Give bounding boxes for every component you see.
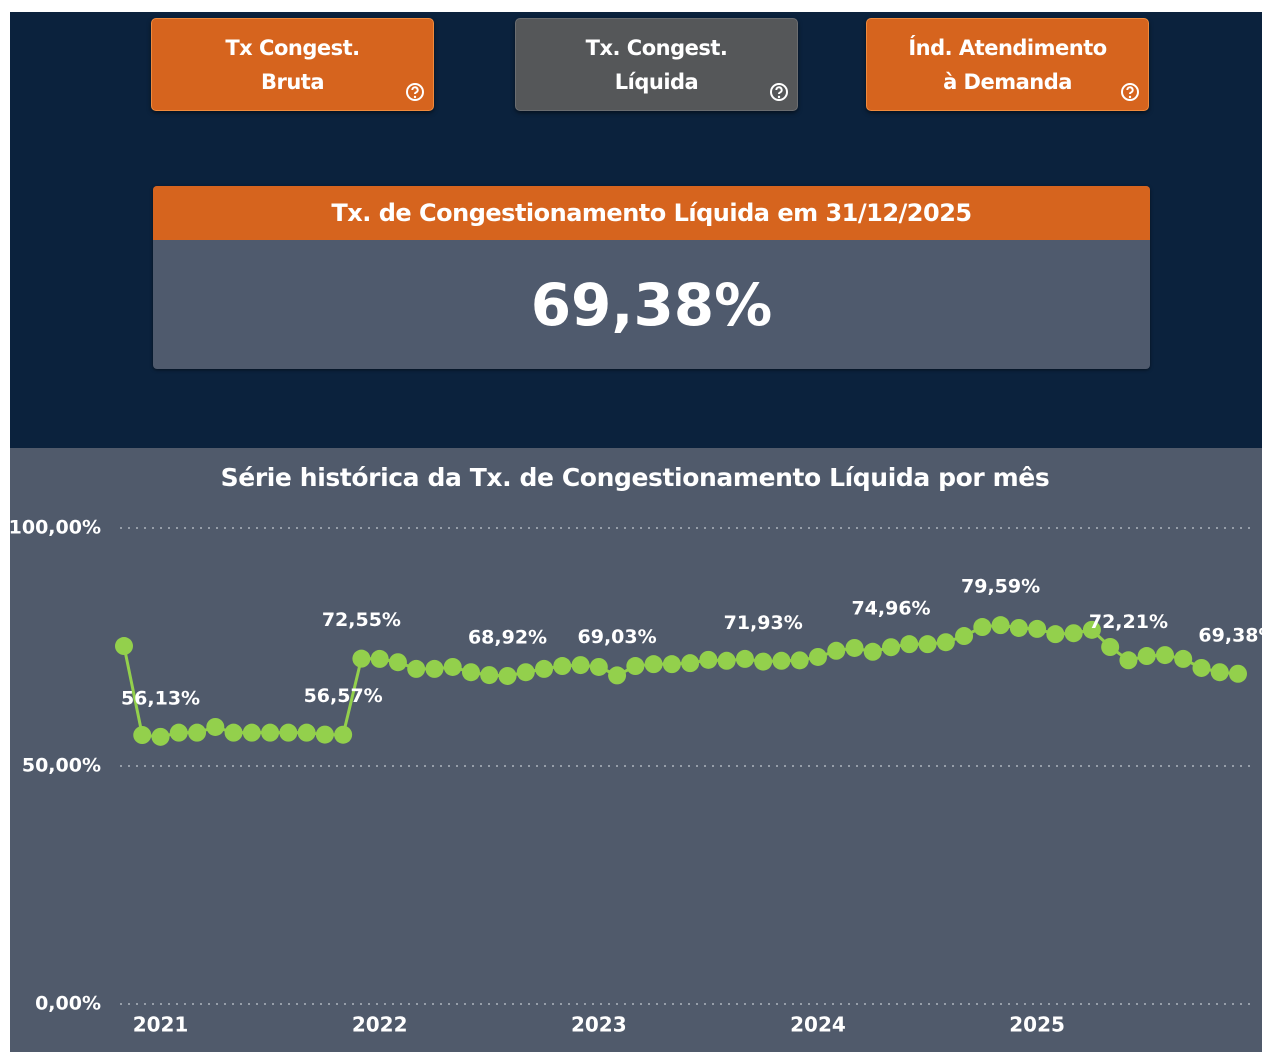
data-point — [772, 651, 791, 670]
data-label: 79,59% — [961, 576, 1040, 598]
data-label: 68,92% — [468, 626, 547, 648]
data-point — [334, 725, 353, 744]
y-tick-label: 50,00% — [22, 755, 101, 777]
data-point — [242, 723, 261, 742]
header-panel: Tx Congest. Bruta Tx. Congest. Líquida Índ… — [10, 12, 1262, 448]
tab-label: Tx Congest. Bruta — [225, 35, 360, 94]
x-tick-label: 2025 — [1009, 1013, 1065, 1037]
data-point — [370, 649, 389, 668]
kpi-title: Tx. de Congestionamento Líquida em 31/12… — [153, 186, 1150, 240]
help-icon[interactable] — [405, 82, 425, 102]
data-point — [1046, 625, 1065, 644]
tab-label: Índ. Atendimento à Demanda — [908, 35, 1107, 94]
data-point — [297, 723, 316, 742]
data-point — [352, 649, 371, 668]
data-point — [626, 657, 645, 676]
chart-panel: Série histórica da Tx. de Congestionamen… — [9, 448, 1267, 1052]
data-point — [133, 726, 152, 745]
data-label: 72,21% — [1089, 611, 1168, 633]
data-point — [808, 647, 827, 666]
data-point — [1101, 638, 1120, 656]
data-point — [1174, 649, 1193, 668]
data-point — [863, 642, 882, 661]
tab-label: Tx. Congest. Líquida — [585, 35, 728, 94]
data-point — [315, 725, 334, 744]
data-point — [845, 638, 864, 657]
tab-button[interactable]: Tx Congest. Bruta — [151, 18, 434, 111]
data-label: 56,13% — [121, 687, 200, 709]
data-point — [1192, 658, 1211, 677]
help-icon[interactable] — [1120, 82, 1140, 102]
data-point — [279, 723, 298, 742]
data-point — [900, 635, 919, 654]
data-point — [918, 635, 937, 654]
data-point — [827, 641, 846, 660]
data-point — [553, 657, 572, 676]
chart: Série histórica da Tx. de Congestionamen… — [9, 463, 1267, 1037]
data-point — [1155, 646, 1174, 665]
data-point — [882, 638, 901, 657]
data-point — [115, 637, 133, 656]
data-point — [936, 633, 955, 652]
data-point — [443, 657, 462, 676]
data-point — [1082, 620, 1101, 639]
data-point — [407, 659, 426, 678]
data-point — [498, 666, 517, 685]
data-point — [1210, 663, 1229, 682]
data-point — [188, 723, 207, 742]
data-point — [1028, 619, 1047, 638]
chart-title: Série histórica da Tx. de Congestionamen… — [221, 463, 1050, 492]
x-tick-label: 2021 — [133, 1013, 189, 1037]
data-label: 72,55% — [322, 609, 401, 631]
data-label: 69,03% — [578, 626, 657, 648]
x-tick-label: 2024 — [790, 1013, 846, 1037]
data-point — [1064, 624, 1083, 643]
data-point — [681, 654, 700, 673]
data-point — [1137, 647, 1156, 666]
data-point — [790, 651, 809, 670]
data-label: 69,38% — [1198, 624, 1262, 646]
kpi-value: 69,38% — [530, 270, 773, 339]
data-point — [388, 653, 407, 672]
data-point — [717, 651, 736, 670]
data-point — [151, 727, 170, 746]
data-point — [535, 659, 554, 678]
x-tick-label: 2023 — [571, 1013, 627, 1037]
data-point — [754, 652, 773, 671]
y-tick-label: 0,00% — [35, 993, 101, 1015]
series-line — [122, 623, 1239, 739]
data-point — [608, 666, 627, 685]
data-point — [224, 723, 243, 742]
data-point — [1119, 651, 1138, 670]
data-point — [644, 655, 663, 674]
data-point — [206, 717, 225, 736]
data-point — [662, 655, 681, 674]
help-icon[interactable] — [769, 82, 789, 102]
data-point — [991, 616, 1010, 635]
data-point — [425, 659, 444, 678]
y-tick-label: 100,00% — [10, 517, 101, 539]
data-point — [169, 723, 188, 742]
data-point — [261, 723, 280, 742]
data-point — [735, 649, 754, 668]
data-point — [973, 618, 992, 637]
data-point — [699, 650, 718, 669]
data-label: 74,96% — [851, 598, 930, 620]
data-point — [589, 657, 608, 676]
data-point — [480, 666, 499, 685]
data-point — [516, 663, 535, 682]
data-label: 56,57% — [304, 685, 383, 707]
data-point — [1009, 618, 1028, 637]
tab-button[interactable]: Índ. Atendimento à Demanda — [866, 18, 1149, 111]
data-point — [461, 663, 480, 682]
data-point — [955, 627, 974, 646]
kpi-card: Tx. de Congestionamento Líquida em 31/12… — [153, 186, 1150, 369]
data-point — [1229, 664, 1247, 683]
data-point — [571, 656, 590, 675]
data-label: 71,93% — [724, 612, 803, 634]
x-tick-label: 2022 — [352, 1013, 408, 1037]
tab-button[interactable]: Tx. Congest. Líquida — [515, 18, 798, 111]
